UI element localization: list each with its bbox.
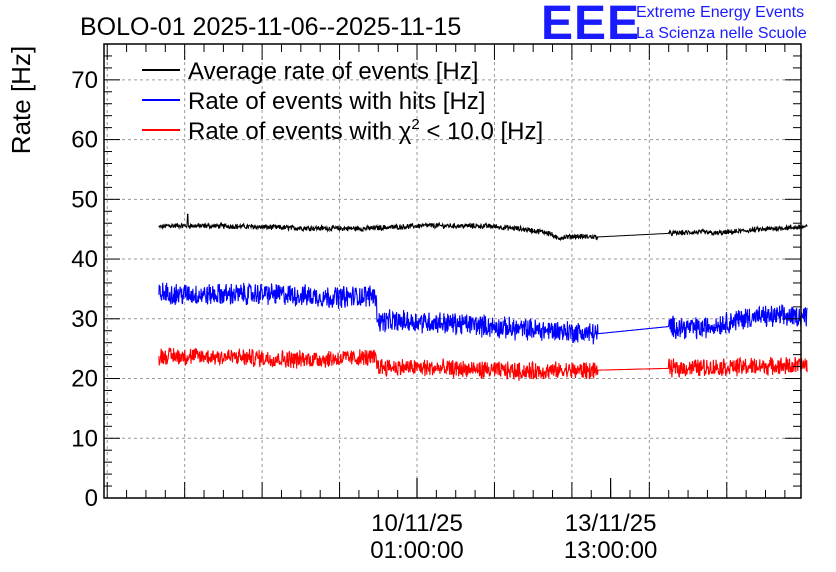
legend-label: Average rate of events [Hz] (188, 58, 478, 85)
series-layer (158, 213, 808, 381)
y-tick-label: 40 (71, 246, 98, 273)
series-line (158, 347, 808, 381)
series-0 (158, 213, 808, 242)
y-tick-label: 0 (85, 485, 98, 512)
legend-label: Rate of events with χ2 < 10.0 [Hz] (188, 116, 543, 145)
y-tick-label: 50 (71, 186, 98, 213)
x-tick-date: 10/11/25 (371, 510, 463, 537)
y-tick-label: 70 (71, 67, 98, 94)
grid (104, 44, 801, 498)
x-tick-time: 01:00:00 (370, 537, 463, 564)
eee-logo: EEE (541, 0, 641, 50)
legend-entry: Rate of events with χ2 < 10.0 [Hz] (142, 116, 543, 145)
logo-line-2: La Scienza nelle Scuole (636, 25, 807, 42)
logo-line-1: Extreme Energy Events (636, 4, 805, 21)
series-line (158, 213, 808, 242)
legend-entry: Average rate of events [Hz] (142, 58, 478, 85)
x-tick-date: 13/11/25 (565, 510, 657, 537)
legend: Average rate of events [Hz] Rate of event… (142, 58, 543, 145)
series-line (158, 282, 808, 345)
y-tick-label: 20 (71, 366, 98, 393)
x-tick-time: 13:00:00 (564, 537, 657, 564)
y-axis-label: Rate [Hz] (6, 46, 36, 154)
y-tick-label: 10 (71, 425, 98, 452)
legend-entry: Rate of events with hits [Hz] (142, 88, 485, 115)
y-tick-label: 60 (71, 127, 98, 154)
y-tick-label: 30 (71, 306, 98, 333)
chart-title: BOLO-01 2025-11-06--2025-11-15 (80, 13, 461, 41)
series-2 (158, 347, 808, 381)
legend-label: Rate of events with hits [Hz] (188, 88, 485, 115)
series-1 (158, 282, 808, 345)
y-axis: 0 10 20 30 40 50 60 70 (71, 43, 801, 512)
